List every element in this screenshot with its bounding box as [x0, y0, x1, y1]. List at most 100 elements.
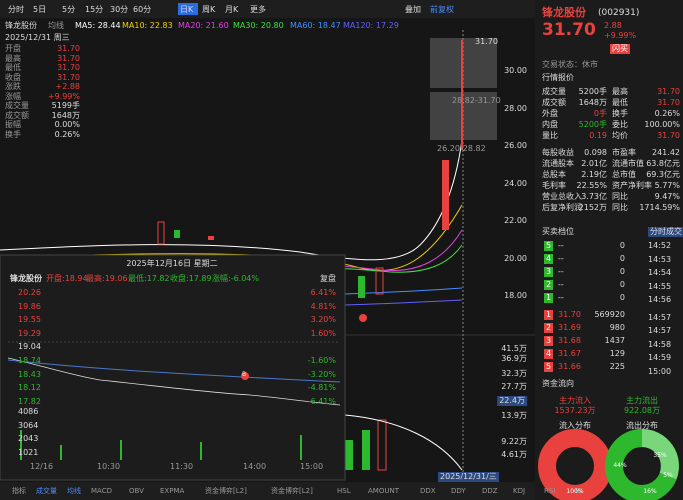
label: 营业总收入 [542, 192, 582, 201]
indicator-tab[interactable]: DDX [420, 487, 436, 495]
label: 4086 [18, 407, 39, 416]
intraday-line [7, 357, 341, 406]
label: 1021 [18, 447, 39, 457]
label: 0 [619, 254, 625, 263]
y-tick-label: 13.9万 [501, 411, 527, 420]
label: 开盘 [5, 44, 21, 53]
label: 成交额 [542, 98, 566, 107]
indicator-tab[interactable]: HSL [337, 487, 351, 495]
y-tick-label: 28.00 [504, 103, 527, 113]
period-tab[interactable]: 15分 [85, 5, 104, 14]
label: 18.43 [18, 369, 41, 379]
tab[interactable]: 分时成交 [648, 227, 683, 237]
label: 0手 [593, 109, 607, 118]
label: 成交量 [5, 101, 29, 110]
label: 19.55 [18, 315, 41, 325]
label: 3.73亿 [581, 192, 607, 201]
label: 31.66 [558, 362, 581, 371]
label: 0 [619, 267, 625, 276]
label: 6.41% [310, 288, 336, 297]
label: 26.20-28.82 [437, 144, 486, 153]
indicator-tab[interactable]: 资金博弈[L2] [271, 487, 313, 495]
label: -1.60% [307, 356, 336, 365]
label: 最高:19.06 [86, 274, 128, 283]
indicator-tab[interactable]: 均线 [67, 487, 81, 495]
period-tab[interactable]: 30分 [110, 5, 129, 14]
label: 100% [566, 488, 584, 495]
label: 5200手 [578, 120, 607, 129]
label: 最低 [612, 98, 628, 107]
label: +2.88 [55, 82, 80, 91]
label: 14:55 [648, 281, 672, 291]
period-tab[interactable]: 5日 [33, 5, 47, 14]
label: 均线 [48, 21, 64, 30]
label: 4 [544, 254, 554, 264]
indicator-tab[interactable]: EXPMA [160, 487, 185, 495]
ma-value: MA20: 21.60 [178, 21, 229, 30]
y-tick-label: 22.4万 [497, 396, 527, 406]
y-tick-label: 27.7万 [501, 382, 527, 391]
label: 28.82-31.70 [452, 96, 501, 105]
y-tick-label: 22.00 [504, 216, 527, 225]
indicator-tab[interactable]: BI [575, 487, 582, 495]
label: 14:54 [648, 268, 672, 277]
label: 5199手 [51, 101, 80, 110]
label: 同比 [612, 203, 628, 212]
label: 569920 [594, 310, 625, 319]
popup-bg [0, 254, 346, 481]
label: 225 [609, 362, 625, 371]
indicator-tab[interactable]: 资金博弈[L2] [205, 487, 247, 495]
period-tab[interactable]: 60分 [133, 5, 152, 14]
indicator-tab[interactable]: RSI [544, 487, 556, 495]
inflow-donut [538, 429, 612, 500]
label: 11:30 [170, 462, 194, 471]
label: 14:52 [648, 241, 672, 250]
indicator-tab[interactable]: 指标 [12, 487, 26, 495]
indicator-tab[interactable]: MACD [91, 487, 112, 495]
trade-button[interactable]: 闪买 [610, 44, 630, 54]
period-tab[interactable]: 月K [225, 5, 239, 14]
label: (002931) [598, 8, 640, 18]
y-tick-label: 9.22万 [501, 437, 527, 446]
indicator-tab[interactable]: 成交量 [36, 487, 57, 495]
label: 2.88 [604, 21, 622, 30]
indicator-tab[interactable]: DDZ [482, 487, 498, 495]
label: 资金流向 [542, 379, 574, 388]
label: 4.81% [310, 301, 336, 311]
label: 成交量 [542, 87, 566, 96]
indicator-tab[interactable]: KDJ [513, 487, 526, 495]
tool-button[interactable]: 前复权 [430, 5, 454, 14]
label: 委比 [612, 120, 628, 129]
toolbar-bg [0, 0, 535, 18]
label: 2 [544, 323, 554, 333]
label: 后复净利润 [542, 203, 582, 212]
tool-button[interactable]: 叠加 [405, 5, 421, 14]
label: 行情报价 [542, 73, 574, 82]
label: 锋龙股份 [542, 6, 586, 19]
label: 12/16 [30, 462, 54, 471]
label: 19.04 [18, 342, 41, 352]
label: 复盘 [320, 274, 336, 283]
label: 14:58 [648, 339, 672, 349]
period-tab[interactable]: 周K [202, 5, 216, 14]
label: 1.60% [310, 328, 336, 338]
y-tick-label: 36.9万 [501, 354, 527, 363]
label: 31.70 [475, 37, 498, 46]
label: 14:59 [648, 353, 672, 362]
label: 980 [609, 323, 625, 332]
label: 1 [544, 293, 554, 303]
period-tab[interactable]: 日K [180, 5, 194, 14]
label: 总市值 [612, 170, 636, 179]
label: 4 [544, 349, 554, 359]
indicator-tab[interactable]: OBV [129, 487, 144, 495]
label: 3.20% [310, 315, 336, 325]
label: -- [558, 254, 564, 263]
period-tab[interactable]: 5分 [62, 5, 76, 14]
period-tab[interactable]: 分时 [8, 5, 24, 14]
label: 0.26% [654, 109, 680, 118]
label: 2 [544, 280, 554, 290]
indicator-tab[interactable]: DDY [451, 487, 466, 495]
period-tab[interactable]: 更多 [250, 5, 266, 14]
indicator-tab[interactable]: AMOUNT [368, 487, 399, 495]
